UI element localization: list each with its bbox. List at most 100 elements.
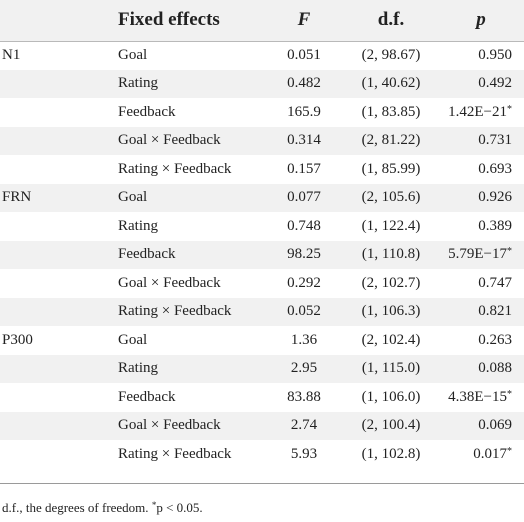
cell-effect: Feedback [108, 383, 264, 412]
cell-df-text: (2, 102.7) [361, 274, 421, 291]
cell-f-text: 98.25 [287, 246, 321, 263]
cell-p-text: 0.821 [478, 303, 512, 320]
cell-f-text: 0.157 [287, 160, 321, 177]
cell-f: 2.95 [264, 354, 344, 383]
cell-f-text: 0.748 [287, 217, 321, 234]
cell-p-text: 0.693 [478, 160, 512, 177]
cell-df: (2, 102.7) [344, 269, 438, 298]
cell-p-text: 0.950 [478, 47, 512, 63]
cell-f-text: 0.077 [287, 189, 321, 206]
cell-df-text: (1, 83.85) [361, 103, 421, 120]
cell-p: 0.263 [438, 326, 524, 355]
cell-group [0, 440, 108, 469]
cell-effect: Goal × Feedback [108, 126, 264, 155]
cell-effect: Goal [108, 183, 264, 212]
cell-group [0, 411, 108, 440]
cell-df: (2, 98.67) [344, 41, 438, 70]
cell-df: (1, 102.8) [344, 440, 438, 469]
cell-group [0, 98, 108, 127]
cell-p-text: 0.731 [478, 132, 512, 149]
cell-p: 0.492 [438, 69, 524, 98]
cell-p: 0.731 [438, 126, 524, 155]
cell-effect: Rating [108, 354, 264, 383]
cell-effect-text: Goal × Feedback [118, 274, 221, 291]
table-row: Feedback 165.9 (1, 83.85) 1.42E−21* [0, 98, 524, 127]
header-group [0, 0, 108, 42]
cell-df-text: (1, 115.0) [361, 360, 421, 377]
cell-p: 0.017* [438, 440, 524, 469]
stats-table-container: Fixed effects F d.f. p N1 Goal 0.051 (2, 98… [0, 0, 524, 469]
table-row: Rating × Feedback 0.052 (1, 106.3) 0.821 [0, 297, 524, 326]
cell-p: 0.926 [438, 183, 524, 212]
cell-p: 0.069 [438, 411, 524, 440]
table-row: Goal × Feedback 2.74 (2, 100.4) 0.069 [0, 411, 524, 440]
table-row: Rating 0.748 (1, 122.4) 0.389 [0, 212, 524, 241]
table-bottom-rule [0, 483, 524, 484]
significance-marker: * [507, 388, 512, 400]
cell-df: (2, 105.6) [344, 183, 438, 212]
cell-df: (1, 85.99) [344, 155, 438, 184]
header-f: F [264, 0, 344, 42]
cell-f-text: 0.052 [287, 303, 321, 320]
cell-df-text: (1, 106.3) [361, 303, 421, 320]
header-df: d.f. [344, 0, 438, 42]
cell-f-text: 0.314 [287, 132, 321, 149]
cell-effect-text: Goal [118, 189, 148, 206]
cell-effect: Rating × Feedback [108, 440, 264, 469]
cell-effect: Rating [108, 212, 264, 241]
table-body: N1 Goal 0.051 (2, 98.67) 0.950 Rating 0.482 (1,… [0, 41, 524, 469]
cell-f: 0.052 [264, 297, 344, 326]
cell-effect-text: Feedback [118, 246, 176, 263]
cell-df: (1, 106.0) [344, 383, 438, 412]
cell-f: 0.292 [264, 269, 344, 298]
table-row: Feedback 83.88 (1, 106.0) 4.38E−15* [0, 383, 524, 412]
cell-df-text: (2, 81.22) [361, 132, 421, 149]
cell-effect: Rating × Feedback [108, 297, 264, 326]
cell-p: 0.821 [438, 297, 524, 326]
cell-f-text: 5.93 [290, 445, 318, 462]
table-row: P300 Goal 1.36 (2, 102.4) 0.263 [0, 326, 524, 355]
footnote-marker: * [151, 500, 157, 510]
cell-group: N1 [0, 41, 108, 70]
cell-effect-text: Rating × Feedback [118, 160, 232, 177]
cell-f-text: 2.74 [290, 417, 318, 434]
cell-f: 0.051 [264, 41, 344, 70]
cell-group [0, 383, 108, 412]
cell-f: 0.314 [264, 126, 344, 155]
cell-f-text: 2.95 [290, 360, 318, 377]
cell-f-text: 0.482 [287, 75, 321, 92]
cell-effect: Feedback [108, 98, 264, 127]
cell-p-text: 0.926 [478, 189, 512, 206]
cell-p: 0.747 [438, 269, 524, 298]
cell-group [0, 126, 108, 155]
cell-df: (2, 81.22) [344, 126, 438, 155]
cell-effect: Goal × Feedback [108, 269, 264, 298]
cell-p-text: 1.42E−21 [448, 103, 507, 120]
cell-group-text: P300 [2, 331, 33, 348]
table-row: Rating × Feedback 0.157 (1, 85.99) 0.693 [0, 155, 524, 184]
cell-effect-text: Goal [118, 47, 148, 63]
cell-df-text: (1, 40.62) [361, 75, 421, 92]
table-row: Rating × Feedback 5.93 (1, 102.8) 0.017* [0, 440, 524, 469]
cell-df: (2, 102.4) [344, 326, 438, 355]
cell-df-text: (2, 105.6) [361, 189, 421, 206]
cell-effect: Rating × Feedback [108, 155, 264, 184]
cell-p: 4.38E−15* [438, 383, 524, 412]
footnote-text-before: d.f., the degrees of freedom. [2, 500, 152, 515]
cell-p-text: 0.017 [473, 445, 507, 462]
cell-effect: Rating [108, 69, 264, 98]
table-row: Goal × Feedback 0.292 (2, 102.7) 0.747 [0, 269, 524, 298]
cell-df-text: (1, 102.8) [361, 445, 421, 462]
table-row: FRN Goal 0.077 (2, 105.6) 0.926 [0, 183, 524, 212]
cell-f: 1.36 [264, 326, 344, 355]
cell-df: (1, 110.8) [344, 240, 438, 269]
cell-group [0, 354, 108, 383]
cell-df: (1, 106.3) [344, 297, 438, 326]
cell-df: (1, 83.85) [344, 98, 438, 127]
significance-marker: * [507, 246, 512, 258]
significance-marker: * [507, 445, 512, 457]
table-row: Rating 2.95 (1, 115.0) 0.088 [0, 354, 524, 383]
header-fixed-effects: Fixed effects [108, 0, 264, 42]
cell-f: 0.748 [264, 212, 344, 241]
cell-p-text: 4.38E−15 [448, 388, 507, 405]
